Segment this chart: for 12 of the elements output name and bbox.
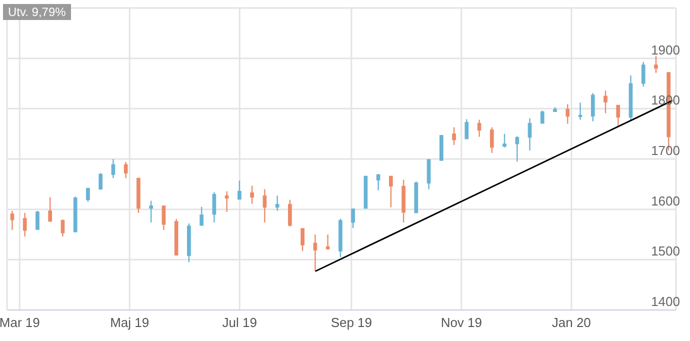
x-tick-label: Maj 19 <box>110 315 150 330</box>
y-tick-label: 1400 <box>651 294 680 309</box>
x-tick-label: Mar 19 <box>0 315 40 330</box>
annotation: Utv. 9,79% <box>3 4 71 20</box>
y-tick-label: 1700 <box>651 143 680 158</box>
x-tick-label: Sep 19 <box>330 315 372 330</box>
y-tick-label: 1900 <box>651 42 680 58</box>
y-tick-label: 1500 <box>651 244 680 259</box>
y-tick-label: 1600 <box>651 193 680 208</box>
x-tick-label: Nov 19 <box>440 315 482 330</box>
x-tick-label: Jan 20 <box>552 315 591 330</box>
x-tick-label: Jul 19 <box>222 315 257 330</box>
